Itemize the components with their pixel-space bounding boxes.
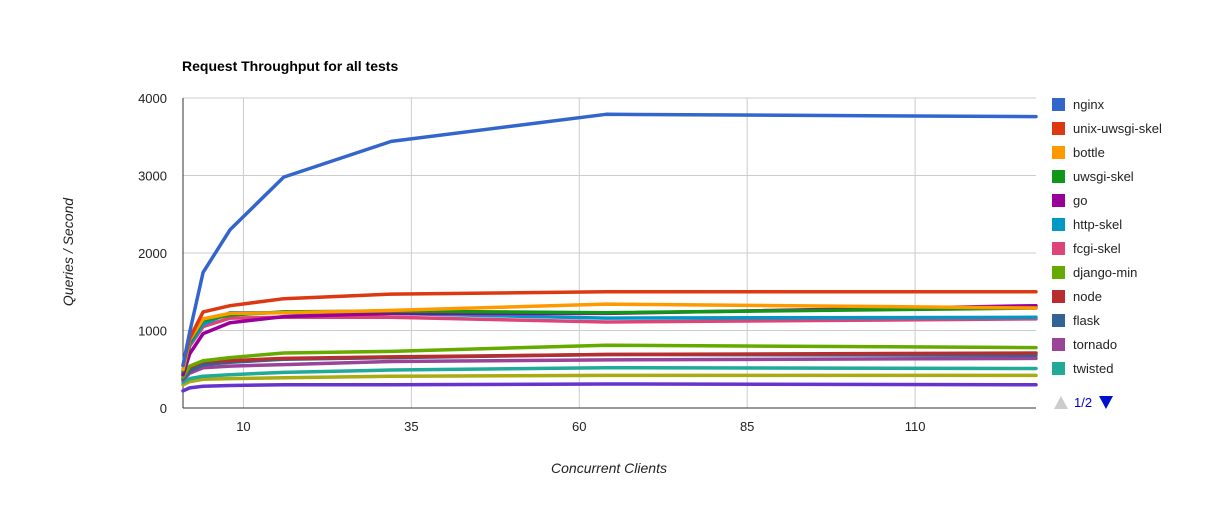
legend-swatch xyxy=(1052,290,1065,303)
legend-entry: django-min xyxy=(1073,265,1137,280)
legend-swatch xyxy=(1052,242,1065,255)
legend-swatch xyxy=(1052,170,1065,183)
series-line-tornado xyxy=(181,356,1038,382)
legend-swatch xyxy=(1052,266,1065,279)
chart-title: Request Throughput for all tests xyxy=(182,58,398,74)
series-line-nginx xyxy=(181,112,1038,368)
legend-swatch xyxy=(1052,122,1065,135)
x-tick-label: 35 xyxy=(404,419,418,434)
legend-swatch xyxy=(1052,98,1065,111)
legend-entry: fcgi-skel xyxy=(1073,241,1121,256)
legend-swatch xyxy=(1052,146,1065,159)
series-line xyxy=(181,382,1038,393)
legend-entry: nginx xyxy=(1073,97,1105,112)
series-lines xyxy=(181,112,1038,393)
legend: nginx unix-uwsgi-skel bottle uwsgi-skel go ht… xyxy=(1052,97,1162,376)
y-tick-label: 0 xyxy=(160,401,167,416)
legend-entry: http-skel xyxy=(1073,217,1122,232)
x-tick-label: 110 xyxy=(905,419,926,434)
pager-prev-icon[interactable] xyxy=(1054,396,1068,409)
x-tick-label: 85 xyxy=(740,419,754,434)
legend-entry: unix-uwsgi-skel xyxy=(1073,121,1162,136)
legend-entry: flask xyxy=(1073,313,1100,328)
y-tick-label: 3000 xyxy=(138,169,167,184)
x-axis-title: Concurrent Clients xyxy=(551,460,667,476)
y-axis-title: Queries / Second xyxy=(60,197,76,306)
legend-swatch xyxy=(1052,362,1065,375)
legend-pager[interactable]: 1/2 xyxy=(1054,395,1113,410)
legend-swatch xyxy=(1052,218,1065,231)
x-tick-label: 60 xyxy=(572,419,586,434)
y-tick-label: 2000 xyxy=(138,246,167,261)
grid xyxy=(183,97,1036,408)
pager-label: 1/2 xyxy=(1074,395,1092,410)
axes: 0 1000 2000 3000 4000 10 35 60 85 110 xyxy=(138,91,1036,434)
series-line-unix-uwsgi-skel xyxy=(181,290,1038,368)
x-tick-label: 10 xyxy=(236,419,250,434)
legend-entry: bottle xyxy=(1073,145,1105,160)
legend-entry: go xyxy=(1073,193,1087,208)
legend-swatch xyxy=(1052,314,1065,327)
pager-next-icon[interactable] xyxy=(1099,396,1113,409)
y-tick-label: 4000 xyxy=(138,91,167,106)
series-line-django-min xyxy=(181,343,1038,379)
series-line-twisted xyxy=(181,365,1038,385)
legend-swatch xyxy=(1052,194,1065,207)
legend-swatch xyxy=(1052,338,1065,351)
legend-entry: twisted xyxy=(1073,361,1113,376)
legend-entry: uwsgi-skel xyxy=(1073,169,1134,184)
series-line xyxy=(181,373,1038,387)
y-tick-label: 1000 xyxy=(138,324,167,339)
legend-entry: node xyxy=(1073,289,1102,304)
legend-entry: tornado xyxy=(1073,337,1117,352)
